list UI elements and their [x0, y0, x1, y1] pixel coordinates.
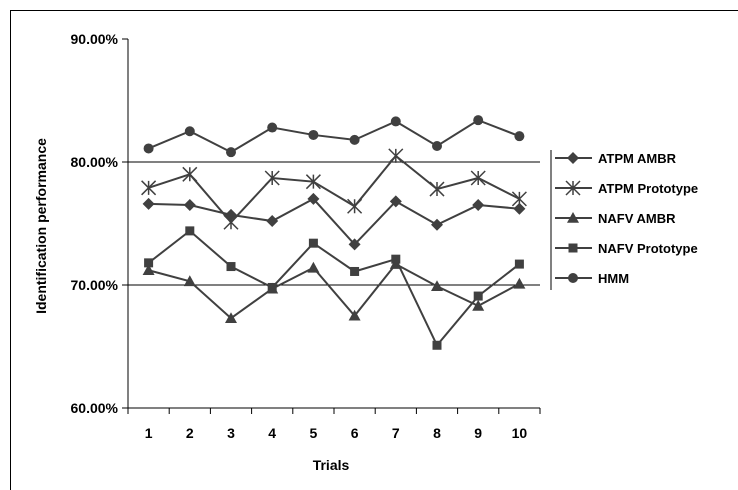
x-tick-label: 7 [392, 425, 400, 441]
data-point [307, 261, 320, 273]
legend-item: NAFV AMBR [555, 211, 676, 226]
series-line [148, 154, 520, 224]
x-tick-label: 8 [433, 425, 441, 441]
data-point [391, 254, 401, 264]
legend-marker [567, 212, 579, 223]
legend-marker [568, 243, 578, 253]
x-tick-label: 1 [145, 425, 153, 441]
legend-marker [567, 152, 579, 164]
y-tick-label: 60.00% [71, 400, 119, 416]
data-point [348, 238, 361, 251]
legend-marker [565, 180, 581, 196]
data-point [183, 199, 196, 212]
data-point [390, 116, 401, 127]
legend-label: HMM [598, 271, 629, 286]
data-point [513, 202, 526, 215]
data-point [185, 226, 195, 236]
data-point [266, 215, 279, 228]
data-point [307, 192, 320, 205]
legend-marker [568, 273, 578, 283]
data-point [514, 259, 524, 269]
data-point [267, 282, 277, 292]
data-point [183, 275, 196, 287]
data-point [389, 195, 402, 208]
data-point [429, 181, 445, 197]
y-tick-label: 80.00% [71, 154, 119, 170]
x-tick-label: 3 [227, 425, 235, 441]
data-point [142, 197, 155, 210]
data-point [225, 312, 237, 324]
legend-label: NAFV AMBR [598, 211, 676, 226]
data-point [226, 147, 236, 158]
y-tick-label: 70.00% [71, 277, 119, 293]
data-point [431, 280, 443, 292]
data-point [388, 148, 404, 164]
data-point [184, 126, 195, 137]
data-point [308, 238, 318, 248]
x-tick-label: 5 [310, 425, 318, 441]
data-point [514, 131, 525, 142]
series-nafv-prototype [144, 226, 524, 350]
data-point [472, 299, 485, 311]
data-point [142, 264, 155, 276]
data-point [348, 309, 361, 321]
legend-label: NAFV Prototype [598, 241, 698, 256]
data-point [141, 180, 157, 196]
data-point [472, 199, 485, 212]
series-atpm-ambr [142, 192, 526, 251]
legend-label: ATPM Prototype [598, 181, 698, 196]
data-point [431, 218, 443, 231]
x-axis-title: Trials [313, 457, 350, 473]
data-point [143, 143, 154, 154]
x-tick-label: 9 [474, 425, 482, 441]
legend-item: NAFV Prototype [555, 241, 698, 256]
data-point [264, 170, 280, 186]
data-point [347, 198, 363, 214]
x-tick-label: 4 [268, 425, 276, 441]
legend-item: ATPM AMBR [555, 151, 677, 166]
series-hmm [143, 115, 525, 158]
x-tick-label: 10 [512, 425, 528, 441]
series-line [148, 197, 520, 246]
data-point [470, 170, 486, 186]
data-point [182, 166, 198, 182]
data-point [432, 141, 442, 152]
legend-item: ATPM Prototype [555, 180, 698, 196]
y-axis-title: Identification performance [33, 138, 49, 314]
series-line [148, 119, 520, 154]
chart-border [10, 10, 738, 490]
data-point [513, 277, 526, 289]
data-point [473, 291, 483, 301]
data-point [349, 134, 360, 145]
data-point [223, 214, 239, 230]
data-point [308, 129, 319, 140]
x-tick-label: 2 [186, 425, 194, 441]
data-point [350, 266, 360, 276]
series-nafv-ambr [142, 258, 526, 324]
series-atpm-prototype [141, 148, 527, 230]
y-tick-label: 90.00% [71, 31, 119, 47]
data-point [267, 122, 278, 133]
series-line [147, 229, 521, 348]
data-point [226, 262, 236, 272]
legend-item: HMM [555, 271, 629, 286]
data-point [144, 258, 154, 268]
data-point [432, 340, 442, 350]
data-point [511, 191, 527, 207]
x-tick-label: 6 [351, 425, 359, 441]
legend-label: ATPM AMBR [598, 151, 677, 166]
data-point [473, 115, 484, 126]
series-line [148, 262, 520, 320]
data-point [305, 174, 321, 190]
legend: ATPM AMBR ATPM Prototype NAFV AMBR NAFV Pro… [550, 150, 698, 290]
